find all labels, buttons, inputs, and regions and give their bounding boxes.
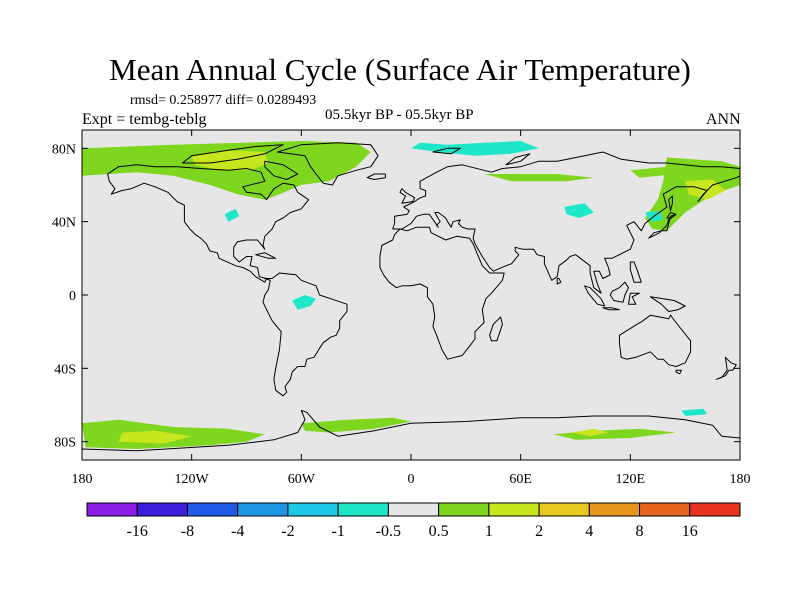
anomaly-region-antarctic-east: [553, 428, 676, 440]
colorbar-box: [438, 502, 490, 517]
coastline-antarctica: [82, 410, 740, 460]
colorbar-box: [488, 502, 540, 517]
anomaly-region-central-asia-cooling: [564, 203, 594, 218]
lat-label: 0: [69, 289, 76, 304]
colorbar-box: [136, 502, 188, 517]
colorbar-label: 2: [535, 523, 543, 540]
lon-label: 60E: [509, 472, 532, 487]
colorbar-box: [639, 502, 691, 517]
lon-label: 180: [730, 472, 751, 487]
colorbar-box: [387, 502, 440, 517]
colorbar-box: [538, 502, 590, 517]
lon-label: 180: [72, 472, 93, 487]
statistics-text: rmsd= 0.258977 diff= 0.0289493: [130, 93, 317, 108]
lat-label: 40N: [52, 216, 76, 231]
period-subtitle: 05.5kyr BP - 05.5kyr BP: [325, 107, 474, 123]
coastline-new-guinea: [649, 296, 686, 312]
colorbar-label: 4: [585, 523, 593, 540]
colorbar-box: [86, 502, 138, 517]
colorbar: [86, 502, 741, 517]
colorbar-box: [689, 502, 741, 517]
anomaly-region-great-lakes-cooling: [224, 208, 240, 222]
latitude-labels: 80N 40N 0 40S 80S: [52, 142, 76, 450]
coastline-tasmania: [675, 369, 682, 375]
lon-label: 0: [408, 472, 415, 487]
colorbar-label: -1: [331, 523, 344, 540]
coastline-north-america: [107, 164, 310, 283]
coastline-sri-lanka: [556, 278, 562, 285]
coastline-australia: [618, 314, 692, 367]
coastlines: [82, 142, 740, 460]
coastline-baffin-island: [264, 160, 299, 180]
coastline-sumatra: [584, 285, 606, 307]
coastline-south-america: [262, 272, 348, 397]
lon-label: 120W: [175, 472, 210, 487]
coastline-sulawesi: [628, 292, 640, 305]
colorbar-box: [237, 502, 289, 517]
coastline-svalbard: [432, 147, 461, 155]
colorbar-box: [337, 502, 389, 517]
coastline-iceland: [366, 173, 386, 180]
coastline-java: [602, 307, 620, 311]
lat-label: 40S: [54, 362, 76, 377]
plot-title: Mean Annual Cycle (Surface Air Temperatu…: [109, 52, 691, 87]
coastline-madagascar: [489, 316, 503, 342]
axis-ticks: [81, 130, 741, 460]
coastline-britain: [399, 188, 416, 204]
coastline-japan: [648, 213, 677, 239]
colorbar-label: 8: [636, 523, 644, 540]
colorbar-labels: -16 -8 -4 -2 -1 -0.5 0.5 1 2 4 8 16: [127, 523, 698, 540]
anomaly-region-far-east-band: [630, 166, 676, 178]
experiment-label: Expt = tembg-teblg: [82, 111, 207, 128]
coastline-africa: [379, 226, 505, 360]
lon-label: 120E: [616, 472, 646, 487]
colorbar-box: [287, 502, 339, 517]
coastline-sakhalin: [668, 195, 673, 212]
coastline-novaya-zemlya: [505, 153, 531, 166]
lat-label: 80S: [54, 436, 76, 451]
colorbar-box: [588, 502, 641, 517]
anomaly-region-central-siberia-band: [484, 174, 594, 182]
colorbar-label: 16: [682, 523, 698, 540]
coastline-arctic-archipelago: [182, 144, 284, 164]
colorbar-box: [186, 502, 239, 517]
lon-label: 60W: [288, 472, 316, 487]
colorbar-label: -4: [231, 523, 244, 540]
coastline-philippines: [629, 261, 642, 283]
longitude-labels: 180 120W 60W 0 60E 120E 180: [72, 472, 751, 487]
map-background: [82, 130, 740, 460]
coastline-new-zealand: [715, 356, 737, 380]
anomaly-region-weddell-sea: [301, 417, 411, 433]
season-label: ANN: [706, 111, 741, 128]
coastline-greenland: [277, 142, 379, 186]
colorbar-label: -16: [127, 523, 148, 540]
colorbar-label: -0.5: [376, 523, 401, 540]
colorbar-label: 1: [485, 523, 493, 540]
colorbar-label: 0.5: [429, 523, 449, 540]
anomaly-region-barents-cooling: [411, 141, 539, 156]
anomaly-region-amazon-cooling: [292, 295, 316, 310]
coastline-borneo: [609, 281, 629, 303]
coastline-hokkaido: [666, 212, 677, 219]
colorbar-label: -2: [281, 523, 294, 540]
coastline-cuba: [255, 252, 277, 259]
colorbar-label: -8: [181, 523, 194, 540]
anomaly-region-southern-ocean-cooling: [681, 408, 708, 416]
lat-label: 80N: [52, 142, 76, 157]
anomaly-region-antarctic-west-core: [118, 430, 192, 444]
coastline-eurasia: [392, 151, 740, 294]
anomaly-region-antarctic-east-core: [571, 428, 609, 437]
